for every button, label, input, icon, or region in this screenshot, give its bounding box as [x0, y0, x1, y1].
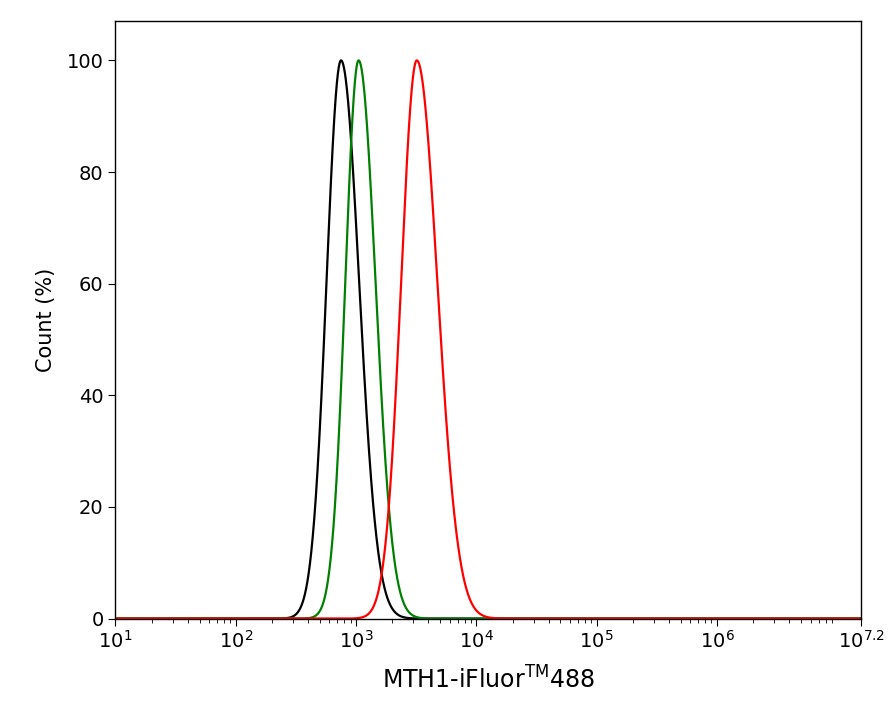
X-axis label: MTH1-iFluor$^{\mathregular{TM}}$488: MTH1-iFluor$^{\mathregular{TM}}$488 [382, 666, 595, 693]
Y-axis label: Count (%): Count (%) [36, 268, 56, 372]
